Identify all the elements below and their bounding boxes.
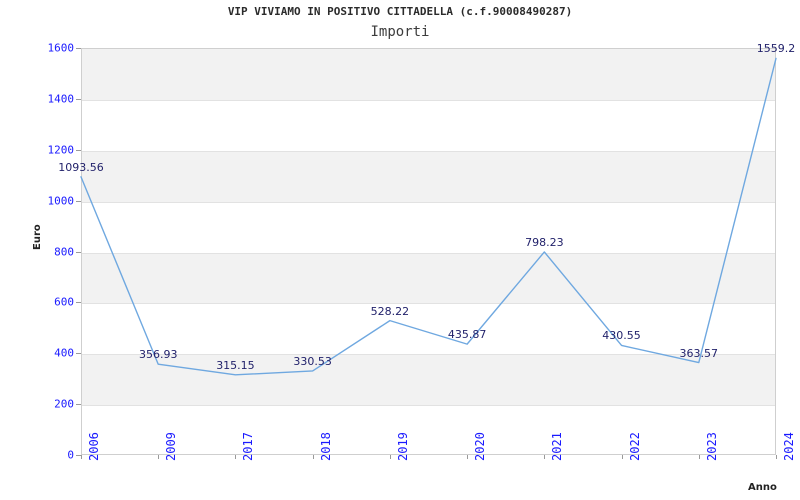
band (82, 49, 775, 100)
x-tick-label: 2006 (87, 432, 101, 461)
y-tick-label: 1600 (47, 41, 75, 55)
y-tick-label: 400 (54, 346, 74, 360)
y-tick-label: 600 (54, 295, 74, 309)
data-point-label: 435.87 (447, 328, 487, 342)
chart-title: VIP VIVIAMO IN POSITIVO CITTADELLA (c.f.… (227, 5, 573, 18)
x-tick-mark (544, 455, 546, 459)
x-tick-label: 2018 (318, 432, 333, 461)
y-tick-label: 0 (67, 448, 74, 462)
x-tick-label: 2020 (473, 432, 488, 461)
y-tick-mark (76, 404, 81, 406)
y-tick-mark (76, 302, 81, 304)
chart-subtitle: Importi (370, 24, 430, 40)
x-tick-label: 2009 (164, 432, 179, 461)
y-tick-label: 800 (54, 245, 74, 258)
gridline (82, 99, 775, 101)
band (82, 150, 775, 202)
y-tick-mark (76, 48, 81, 49)
x-tick-mark (776, 455, 777, 459)
gridline (82, 150, 775, 152)
x-tick-label: 2022 (627, 432, 642, 461)
x-tick-mark (467, 455, 469, 459)
gridline (82, 354, 775, 356)
x-tick-mark (81, 455, 82, 459)
x-tick-mark (312, 455, 314, 459)
data-point-label: 356.93 (138, 348, 178, 362)
data-point-label: 528.22 (370, 304, 410, 318)
y-tick-label: 1200 (47, 143, 75, 157)
x-tick-label: 2019 (395, 432, 410, 461)
band (82, 252, 775, 304)
x-tick-label: 2023 (704, 432, 719, 461)
y-tick-label: 1400 (47, 92, 75, 106)
gridline (82, 405, 775, 407)
y-tick-mark (76, 455, 81, 456)
y-tick-mark (76, 251, 81, 253)
data-point-label: 330.53 (293, 354, 332, 368)
gridline (82, 201, 775, 203)
x-tick-label: 2024 (782, 432, 796, 461)
data-point-label: 315.15 (216, 358, 255, 372)
x-tick-mark (698, 455, 700, 459)
y-tick-mark (76, 98, 81, 100)
x-tick-mark (158, 455, 160, 459)
y-tick-label: 200 (54, 397, 74, 411)
x-tick-mark (389, 455, 391, 459)
y-tick-mark (76, 200, 81, 202)
x-axis-title: Anno (748, 482, 777, 493)
plot-area (81, 48, 776, 455)
x-tick-label: 2017 (241, 432, 256, 461)
y-axis-title: Euro (32, 224, 43, 250)
band (82, 354, 775, 406)
gridline (82, 252, 775, 254)
data-point-label: 363.57 (679, 346, 719, 360)
x-tick-label: 2021 (550, 432, 565, 461)
data-point-label: 798.23 (525, 235, 564, 249)
gridline (82, 303, 775, 305)
data-point-label: 1093.56 (58, 160, 104, 174)
data-point-label: 1559.2 (756, 42, 796, 56)
y-tick-mark (76, 149, 81, 151)
data-point-label: 430.55 (602, 329, 641, 343)
x-tick-mark (235, 455, 237, 459)
y-tick-label: 1000 (47, 194, 75, 208)
x-tick-mark (621, 455, 623, 459)
y-tick-mark (76, 353, 81, 355)
